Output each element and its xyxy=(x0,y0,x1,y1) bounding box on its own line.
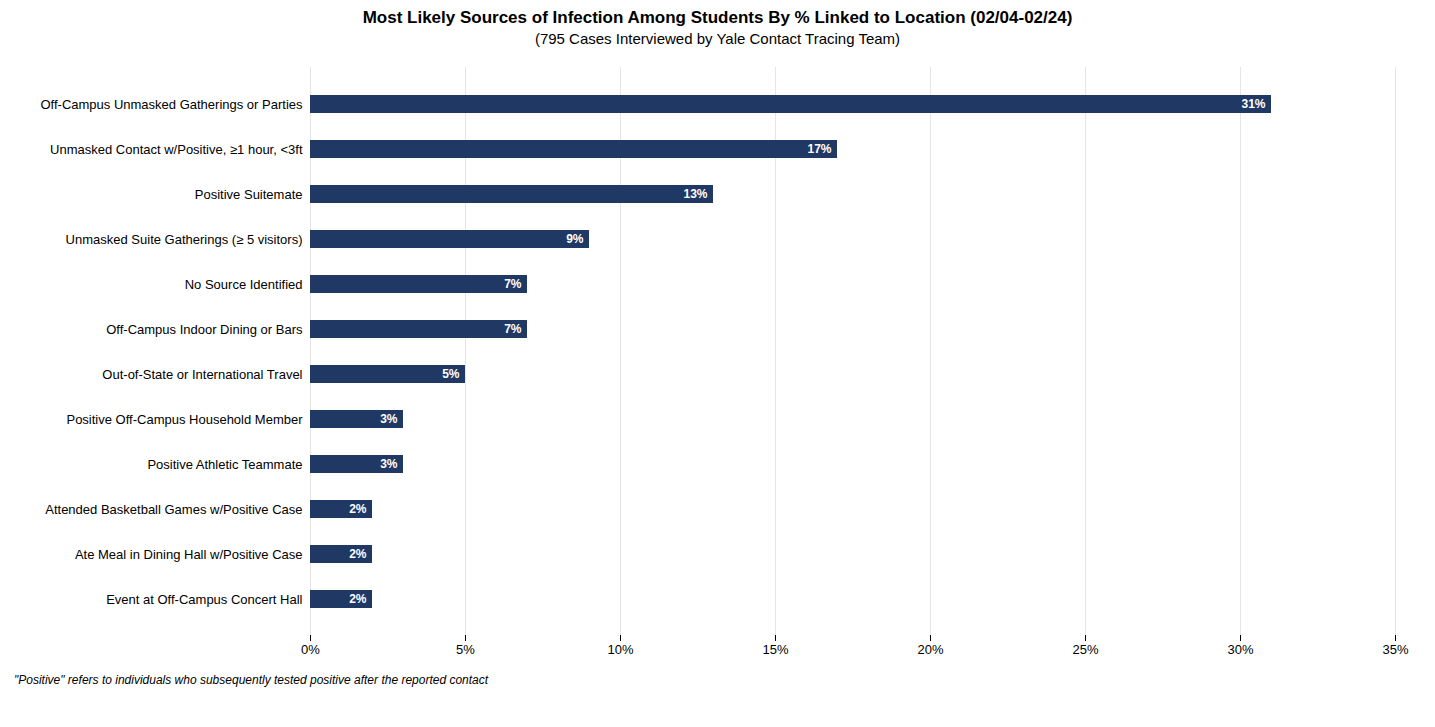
html-text:(795 Cases Interviewed by Yale: (795 Cases Interviewed by Yale Contact T… xyxy=(534,30,901,47)
svg-text:10%: 10% xyxy=(607,642,633,657)
svg-text:Event at Off-Campus Concert Ha: Event at Off-Campus Concert Hall xyxy=(106,592,302,607)
svg-text:31%: 31% xyxy=(1241,97,1265,111)
svg-text:2%: 2% xyxy=(349,547,367,561)
svg-text:13%: 13% xyxy=(683,187,707,201)
svg-text:35%: 35% xyxy=(1382,642,1408,657)
svg-text:Out-of-State or International: Out-of-State or International Travel xyxy=(102,367,302,382)
svg-text:Positive Off-Campus Household: Positive Off-Campus Household Member xyxy=(66,412,303,427)
svg-text:17%: 17% xyxy=(807,142,831,156)
svg-text:9%: 9% xyxy=(566,232,584,246)
svg-text:Attended Basketball Games w/Po: Attended Basketball Games w/Positive Cas… xyxy=(45,502,302,517)
svg-text:30%: 30% xyxy=(1227,642,1253,657)
svg-text:5%: 5% xyxy=(456,642,475,657)
svg-text:20%: 20% xyxy=(917,642,943,657)
svg-text:3%: 3% xyxy=(380,412,398,426)
svg-text:Unmasked Contact w/Positive, ≥: Unmasked Contact w/Positive, ≥1 hour, <3… xyxy=(50,142,303,157)
svg-text:Positive Athletic Teammate: Positive Athletic Teammate xyxy=(147,457,302,472)
svg-text:2%: 2% xyxy=(349,592,367,606)
svg-text:3%: 3% xyxy=(380,457,398,471)
svg-text:7%: 7% xyxy=(504,277,522,291)
svg-text:Positive Suitemate: Positive Suitemate xyxy=(195,187,303,202)
svg-text:5%: 5% xyxy=(442,367,460,381)
svg-text:Unmasked Suite Gatherings (≥ 5: Unmasked Suite Gatherings (≥ 5 visitors) xyxy=(66,232,303,247)
svg-text:25%: 25% xyxy=(1072,642,1098,657)
svg-text:7%: 7% xyxy=(504,322,522,336)
html-text:Most Likely Sources of Infecti: Most Likely Sources of Infection Among S… xyxy=(362,8,1073,27)
html-text:"Positive" refers to individua: "Positive" refers to individuals who sub… xyxy=(14,673,489,687)
svg-text:0%: 0% xyxy=(301,642,320,657)
svg-text:No Source Identified: No Source Identified xyxy=(185,277,303,292)
svg-text:Off-Campus Unmasked Gatherings: Off-Campus Unmasked Gatherings or Partie… xyxy=(40,97,303,112)
svg-text:2%: 2% xyxy=(349,502,367,516)
svg-text:Off-Campus Indoor Dining or Ba: Off-Campus Indoor Dining or Bars xyxy=(106,322,303,337)
svg-text:Ate Meal in Dining Hall w/Posi: Ate Meal in Dining Hall w/Positive Case xyxy=(75,547,303,562)
svg-text:15%: 15% xyxy=(762,642,788,657)
